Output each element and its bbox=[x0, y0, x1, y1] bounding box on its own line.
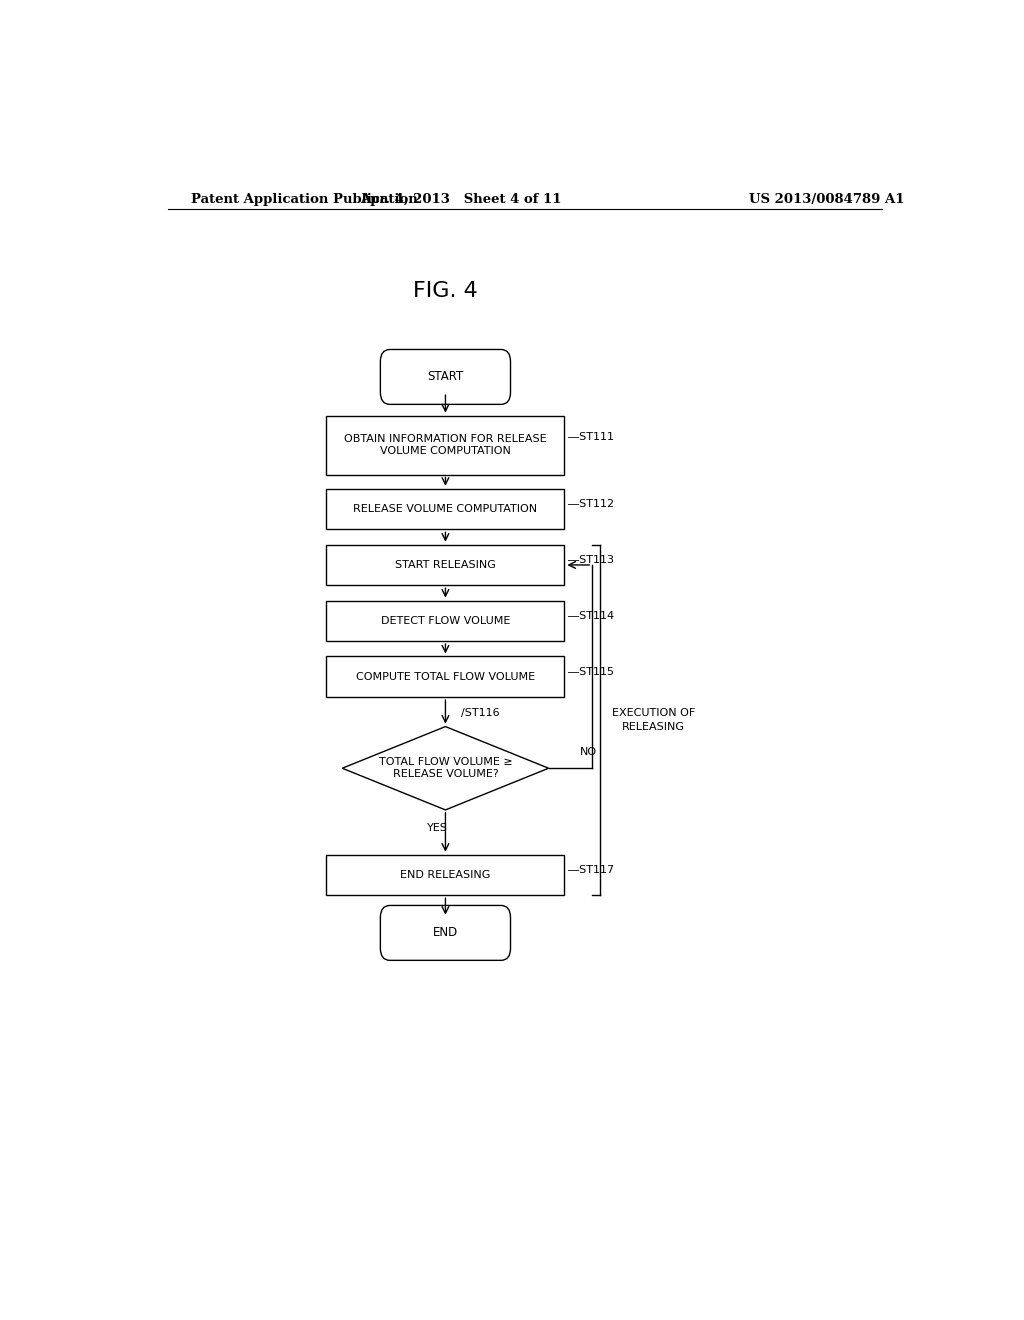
Text: ―ST113: ―ST113 bbox=[568, 554, 614, 565]
Text: ―ST114: ―ST114 bbox=[568, 611, 614, 620]
FancyBboxPatch shape bbox=[327, 854, 564, 895]
Text: ―ST117: ―ST117 bbox=[568, 865, 614, 875]
FancyBboxPatch shape bbox=[327, 488, 564, 529]
Text: ―ST112: ―ST112 bbox=[568, 499, 614, 510]
Text: START: START bbox=[427, 371, 464, 383]
FancyBboxPatch shape bbox=[327, 416, 564, 474]
Text: END: END bbox=[433, 927, 458, 940]
Text: YES: YES bbox=[427, 824, 447, 833]
Text: RELEASE VOLUME COMPUTATION: RELEASE VOLUME COMPUTATION bbox=[353, 504, 538, 513]
FancyBboxPatch shape bbox=[380, 906, 511, 961]
Text: EXECUTION OF
RELEASING: EXECUTION OF RELEASING bbox=[612, 709, 695, 731]
FancyBboxPatch shape bbox=[327, 601, 564, 642]
Text: NO: NO bbox=[580, 747, 597, 756]
Text: Apr. 4, 2013   Sheet 4 of 11: Apr. 4, 2013 Sheet 4 of 11 bbox=[360, 193, 562, 206]
Text: START RELEASING: START RELEASING bbox=[395, 560, 496, 570]
Text: DETECT FLOW VOLUME: DETECT FLOW VOLUME bbox=[381, 616, 510, 626]
Text: END RELEASING: END RELEASING bbox=[400, 870, 490, 880]
Text: ―ST115: ―ST115 bbox=[568, 667, 614, 677]
FancyBboxPatch shape bbox=[327, 656, 564, 697]
Text: OBTAIN INFORMATION FOR RELEASE
VOLUME COMPUTATION: OBTAIN INFORMATION FOR RELEASE VOLUME CO… bbox=[344, 434, 547, 457]
Text: ∕ST116: ∕ST116 bbox=[462, 709, 500, 718]
Text: US 2013/0084789 A1: US 2013/0084789 A1 bbox=[749, 193, 904, 206]
Text: ―ST111: ―ST111 bbox=[568, 432, 614, 442]
Text: COMPUTE TOTAL FLOW VOLUME: COMPUTE TOTAL FLOW VOLUME bbox=[356, 672, 535, 681]
FancyBboxPatch shape bbox=[327, 545, 564, 585]
FancyBboxPatch shape bbox=[380, 350, 511, 404]
Text: TOTAL FLOW VOLUME ≥
RELEASE VOLUME?: TOTAL FLOW VOLUME ≥ RELEASE VOLUME? bbox=[379, 758, 512, 779]
Polygon shape bbox=[342, 726, 549, 810]
Text: Patent Application Publication: Patent Application Publication bbox=[191, 193, 418, 206]
Text: FIG. 4: FIG. 4 bbox=[413, 281, 478, 301]
